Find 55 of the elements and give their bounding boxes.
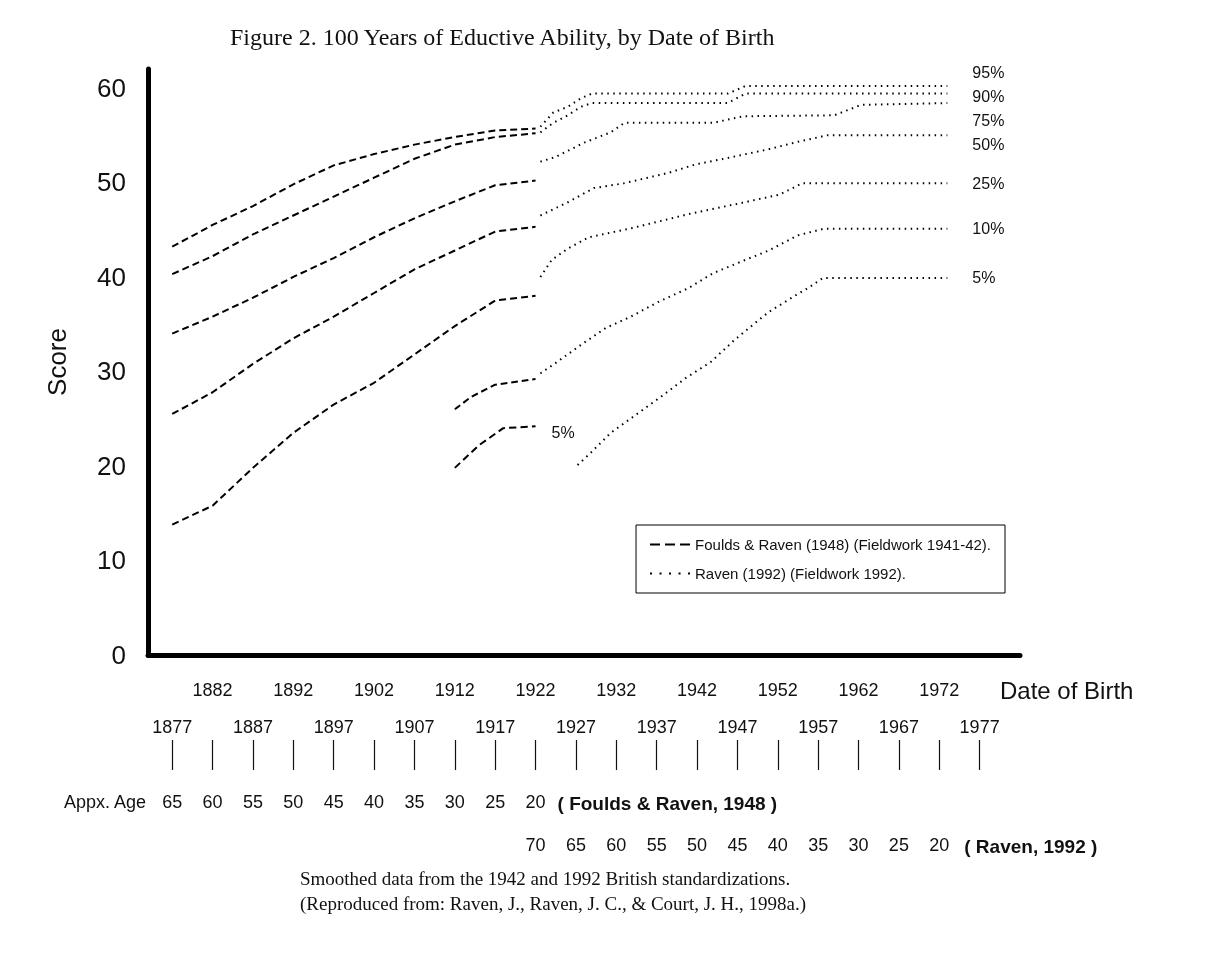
- legend-label: Foulds & Raven (1948) (Fieldwork 1941-42).: [695, 536, 992, 553]
- x2-tick-label: 1947: [717, 717, 758, 737]
- line-series: [171, 179, 537, 335]
- annotation: 5%: [972, 269, 996, 287]
- x2-tick-label: 1907: [394, 717, 435, 737]
- text: Appx. Age: [63, 792, 146, 812]
- x2-tick-label: 1897: [313, 717, 354, 737]
- x-tick-label: 1932: [596, 680, 637, 700]
- text: ( Raven, 1992 ): [964, 835, 1098, 857]
- x2-tick-label: 1877: [152, 717, 193, 737]
- annotation: 95%: [972, 63, 1005, 81]
- y-tick-label: 30: [97, 356, 126, 387]
- x2-tick-label: 1967: [878, 717, 919, 737]
- text: (Reproduced from: Raven, J., Raven, J. C., & Court, J. H., 1998a.): [300, 892, 807, 915]
- annotation: 50%: [972, 135, 1005, 153]
- x2-tick-label: 1937: [636, 717, 677, 737]
- x2-tick-label: 1927: [555, 717, 596, 737]
- y-tick-label: 60: [97, 72, 126, 103]
- text: 65 60 55 50 45 40 35 30 25 20: [162, 792, 546, 812]
- x-tick-label: 1962: [838, 680, 879, 700]
- y-tick-label: 50: [97, 167, 126, 198]
- y-tick-label: 10: [97, 545, 126, 576]
- x-tick-label: 1922: [515, 680, 556, 700]
- annotation: 75%: [972, 111, 1005, 129]
- y-tick-label: 40: [97, 261, 126, 292]
- line-series: [171, 132, 537, 276]
- x-tick-label: 1972: [919, 680, 960, 700]
- x-tick-label: 1912: [434, 680, 475, 700]
- annotation: 10%: [972, 220, 1005, 238]
- line-series: [171, 294, 537, 526]
- y-axis-title: Score: [42, 328, 72, 396]
- x-tick-label: 1902: [354, 680, 395, 700]
- y-tick-label: 0: [111, 640, 126, 670]
- annotation: 5%: [551, 423, 575, 441]
- line-series: [171, 127, 537, 248]
- x-axis-title: Date of Birth: [1000, 676, 1134, 704]
- y-tick-label: 20: [97, 450, 126, 481]
- x2-tick-label: 1917: [475, 717, 516, 737]
- line-series: [453, 425, 537, 469]
- text: Smoothed data from the 1942 and 1992 British standardizations.: [300, 867, 791, 889]
- x2-tick-label: 1887: [232, 717, 273, 737]
- x-tick-label: 1952: [757, 680, 798, 700]
- annotation: 25%: [972, 174, 1005, 192]
- x2-tick-label: 1957: [798, 717, 839, 737]
- line-series: [171, 225, 537, 415]
- text: ( Foulds & Raven, 1948 ): [557, 792, 778, 814]
- chart-title: Figure 2. 100 Years of Eductive Ability, by Date of Birth: [230, 24, 775, 50]
- x-tick-label: 1942: [677, 680, 718, 700]
- x-tick-label: 1882: [192, 680, 233, 700]
- x2-tick-label: 1977: [959, 717, 1000, 737]
- legend-label: Raven (1992) (Fieldwork 1992).: [695, 565, 906, 582]
- text: 70 65 60 55 50 45 40 35 30 25 20: [525, 835, 950, 855]
- annotation: 90%: [972, 87, 1005, 105]
- line-series: [453, 378, 537, 411]
- x-tick-label: 1892: [273, 680, 314, 700]
